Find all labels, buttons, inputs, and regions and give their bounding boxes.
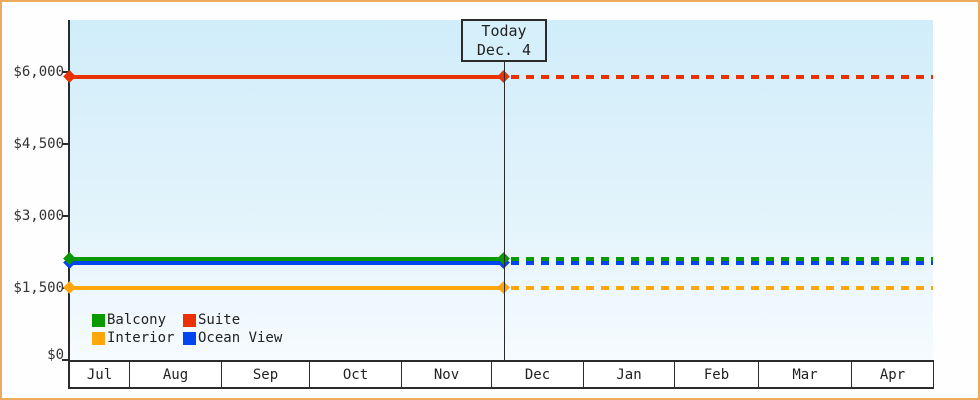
today-callout-box: Today Dec. 4: [461, 19, 547, 62]
y-tick-mark: [62, 143, 69, 145]
legend-label-suite: Suite: [198, 312, 241, 328]
today-date: Dec. 4: [476, 41, 532, 59]
legend-swatch-balcony: [92, 313, 105, 327]
price-line-dotted-suite: [504, 74, 933, 79]
y-tick-label: $0: [47, 347, 64, 363]
legend-label-balcony: Balcony: [107, 312, 167, 328]
today-vertical-line: [504, 60, 505, 360]
y-axis-line: [68, 20, 70, 362]
price-line-dotted-ocean-view: [504, 260, 933, 265]
y-tick-label: $3,000: [13, 208, 64, 224]
legend-swatch-interior: [92, 331, 105, 345]
chart-legend: Balcony Suite Interior Ocean View: [92, 312, 282, 346]
price-line-dotted-interior: [504, 286, 933, 290]
price-line-solid-balcony: [70, 257, 504, 262]
legend-item-suite: Suite: [183, 312, 282, 328]
price-line-dotted-balcony: [504, 257, 933, 262]
y-tick-mark: [62, 359, 69, 361]
today-label: Today: [481, 22, 527, 40]
month-cell-mar: Mar: [759, 362, 852, 387]
price-line-solid-ocean-view: [70, 260, 504, 265]
month-cell-oct: Oct: [310, 362, 402, 387]
x-axis-month-band: Jul Aug Sep Oct Nov Dec Jan Feb Mar Apr: [68, 360, 934, 389]
month-cell-nov: Nov: [402, 362, 492, 387]
legend-item-ocean-view: Ocean View: [183, 330, 282, 346]
legend-label-interior: Interior: [107, 330, 175, 346]
y-tick-mark: [62, 215, 69, 217]
legend-swatch-suite: [183, 313, 196, 327]
month-cell-feb: Feb: [675, 362, 759, 387]
legend-label-ocean-view: Ocean View: [198, 330, 283, 346]
y-tick-label: $4,500: [13, 136, 64, 152]
month-cell-sep: Sep: [222, 362, 310, 387]
month-cell-jul: Jul: [70, 362, 130, 387]
month-cell-dec: Dec: [492, 362, 584, 387]
month-cell-jan: Jan: [584, 362, 675, 387]
legend-item-interior: Interior: [92, 330, 183, 346]
month-cell-apr: Apr: [852, 362, 934, 387]
y-tick-mark: [62, 71, 69, 73]
month-cell-aug: Aug: [130, 362, 222, 387]
legend-swatch-ocean-view: [183, 331, 196, 345]
y-tick-label: $6,000: [13, 64, 64, 80]
price-line-solid-interior: [70, 286, 504, 290]
y-tick-label: $1,500: [13, 280, 64, 296]
legend-item-balcony: Balcony: [92, 312, 183, 328]
price-line-solid-suite: [70, 74, 504, 79]
